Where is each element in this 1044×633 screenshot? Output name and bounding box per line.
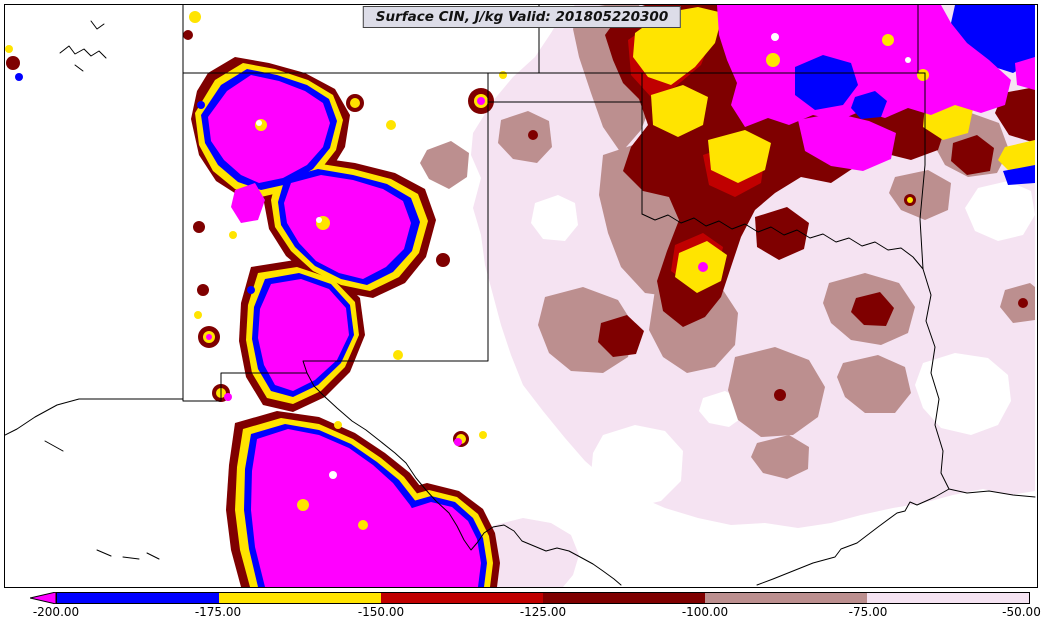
colorbar-tick-label: -200.00 [32, 605, 80, 619]
colorbar-segment [219, 593, 381, 603]
border-mexico-az [5, 398, 184, 436]
colorbar-tick-labels: -200.00 -175.00 -150.00 -125.00 -100.00 … [30, 605, 1041, 623]
colorbar-tick-label: -175.00 [194, 605, 242, 619]
map-title: Surface CIN, J/kg Valid: 201805220300 [362, 6, 682, 28]
border-ok-ar [919, 72, 926, 270]
border-tx-la [922, 268, 950, 490]
mexico-coast-detail [44, 440, 160, 560]
colorbar-segment [705, 593, 867, 603]
contour-holes [531, 181, 1035, 508]
state-borders [5, 5, 1036, 586]
colorbar-bar [56, 592, 1030, 604]
colorbar [30, 592, 1030, 604]
border-red-river [641, 213, 924, 270]
colorbar-segment [543, 593, 705, 603]
contour-interior-detail [231, 33, 929, 530]
colorbar-segment [867, 593, 1029, 603]
lake-powell [59, 20, 107, 72]
colorbar-tick-label: -100.00 [681, 605, 729, 619]
colorbar-segment [381, 593, 543, 603]
colorbar-tick-label: -150.00 [357, 605, 405, 619]
colorbar-tick-label: -75.00 [848, 605, 888, 619]
border-tx-panhandle [487, 72, 643, 215]
map-frame [4, 4, 1038, 588]
colorbar-segment [57, 593, 219, 603]
colorbar-tick-label: -125.00 [519, 605, 567, 619]
border-co-ut-nm-west [182, 5, 308, 402]
water-features [44, 20, 160, 560]
border-nm-tx [302, 72, 489, 374]
colorbar-tick-label: -50.00 [1002, 605, 1041, 619]
border-rio-grande [306, 372, 622, 586]
contour-fill-lt-neg200 [206, 5, 1035, 587]
cin-contour-map [5, 5, 1036, 587]
colorbar-extend-arrow [30, 592, 56, 604]
coastline-gulf [756, 488, 1036, 586]
map-title-text: Surface CIN, J/kg Valid: 201805220300 [375, 9, 669, 25]
